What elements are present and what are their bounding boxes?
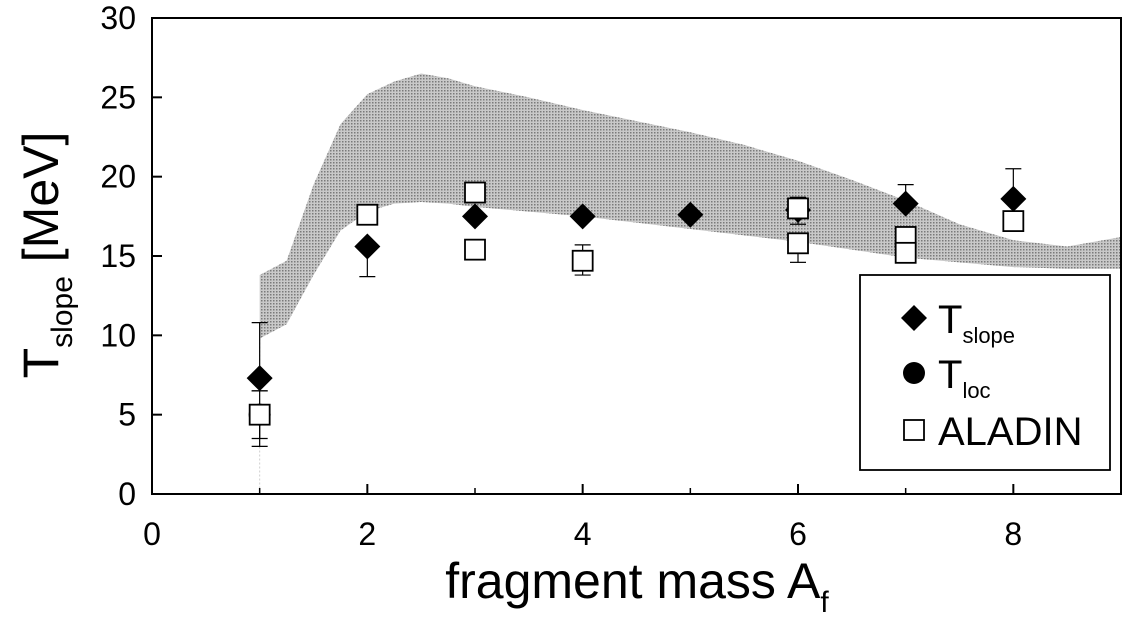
y-tick-label: 10	[100, 317, 136, 353]
x-tick-label: 0	[143, 516, 161, 552]
series-2-point	[1002, 210, 1025, 232]
legend-marker	[903, 362, 925, 384]
series-0-point	[569, 203, 596, 230]
series-2-point	[248, 403, 271, 426]
y-tick-label: 25	[100, 79, 136, 115]
series-2-point	[464, 181, 486, 204]
y-axis-label: Tslope [MeV]	[13, 132, 79, 379]
x-tick-label: 4	[574, 516, 592, 552]
y-tick-label: 0	[118, 476, 136, 512]
x-tick-label: 8	[1004, 516, 1022, 552]
y-tick-label: 15	[100, 238, 136, 274]
x-tick-label: 6	[789, 516, 807, 552]
series-0-point	[354, 233, 381, 260]
legend-label: Tslope	[938, 298, 1015, 348]
legend-marker	[901, 305, 927, 331]
series-0-point	[892, 190, 919, 217]
legend-label: Tloc	[938, 353, 991, 403]
series-2-point	[571, 249, 594, 272]
series-2-point	[787, 197, 809, 220]
y-tick-label: 20	[100, 159, 136, 195]
legend-label: ALADIN	[938, 410, 1083, 454]
y-tick-label: 30	[100, 0, 136, 36]
series-0-point	[246, 365, 273, 392]
tick-labels: 0 2 4 6 8 0 5 10 15 20 25 30	[100, 0, 1022, 552]
series-2-point	[894, 241, 917, 264]
series-0-point	[677, 201, 704, 228]
series-2-point	[787, 232, 809, 255]
axis-labels: fragment mass Af Tslope [MeV]	[13, 132, 829, 619]
series-0-point	[1000, 185, 1027, 212]
axes-frame	[151, 17, 1122, 495]
x-axis-label: fragment mass Af	[445, 553, 829, 619]
marker-layer	[246, 181, 1027, 426]
legend-marker	[903, 419, 925, 441]
x-tick-label: 2	[358, 516, 376, 552]
y-tick-label: 5	[118, 397, 136, 433]
series-0-point	[462, 203, 488, 230]
series-2-point	[464, 238, 486, 261]
series-2-point	[356, 203, 379, 226]
legend-box	[859, 274, 1111, 471]
